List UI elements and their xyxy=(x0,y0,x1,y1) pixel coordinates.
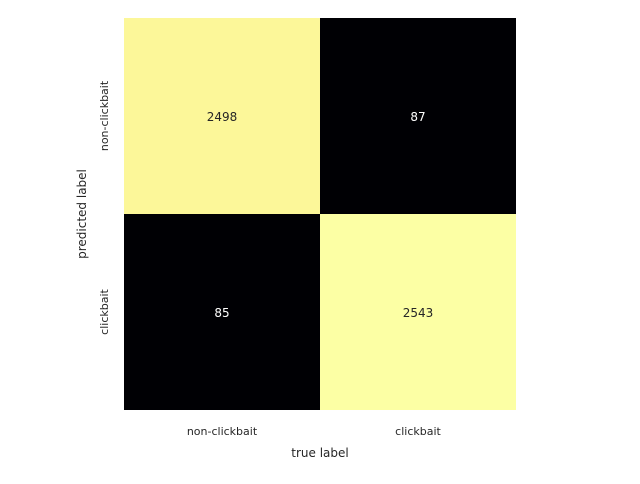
y-tick-labels: non-clickbait clickbait xyxy=(98,80,111,335)
cell-value-label-r1-c0: 85 xyxy=(214,306,229,320)
heatmap-cell-r0-c0 xyxy=(124,18,320,214)
heatmap-cell-labels: 2498 87 85 2543 xyxy=(207,110,434,320)
x-tick-label-clickbait: clickbait xyxy=(395,425,441,438)
y-tick-label-clickbait: clickbait xyxy=(98,288,111,334)
cell-value-label-r1-c1: 2543 xyxy=(403,306,434,320)
y-axis-label: predicted label xyxy=(75,169,89,259)
x-tick-labels: non-clickbait clickbait xyxy=(187,425,442,438)
cell-value-label-r0-c1: 87 xyxy=(410,110,425,124)
cell-value-label-r0-c0: 2498 xyxy=(207,110,238,124)
x-tick-label-non-clickbait: non-clickbait xyxy=(187,425,258,438)
heatmap-cell-r0-c1 xyxy=(320,18,516,214)
heatmap-cell-r1-c1 xyxy=(320,214,516,410)
y-tick-label-non-clickbait: non-clickbait xyxy=(98,80,111,151)
heatmap-cells xyxy=(124,18,516,410)
x-axis-label: true label xyxy=(291,446,348,460)
heatmap-cell-r1-c0 xyxy=(124,214,320,410)
